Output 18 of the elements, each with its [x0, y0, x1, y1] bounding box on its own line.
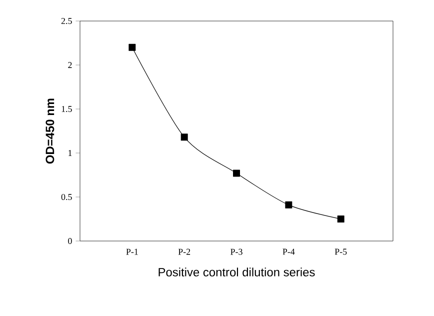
point — [180, 134, 188, 141]
x-tick-label: P-3 — [230, 248, 242, 255]
point — [285, 201, 292, 208]
x-tick-label: P-4 — [282, 248, 295, 255]
x-tick-label: P-2 — [178, 248, 190, 255]
point — [128, 44, 136, 51]
y-tick-label: 1.5 — [62, 106, 72, 112]
y-tick-label: 2 — [68, 62, 72, 68]
x-tick-label: P-1 — [126, 248, 138, 255]
x-axis-title: Positive control dilution series — [158, 268, 315, 276]
y-tick-label: 1 — [68, 150, 72, 156]
point — [233, 170, 240, 177]
y-tick-label: 2.5 — [61, 18, 72, 24]
y-axis-title: OD=450 nm — [46, 98, 54, 164]
x-tick-label: P-5 — [334, 248, 347, 255]
point — [337, 216, 344, 222]
y-tick-label: 0 — [68, 238, 72, 244]
y-tick-label: 0.5 — [61, 194, 72, 200]
